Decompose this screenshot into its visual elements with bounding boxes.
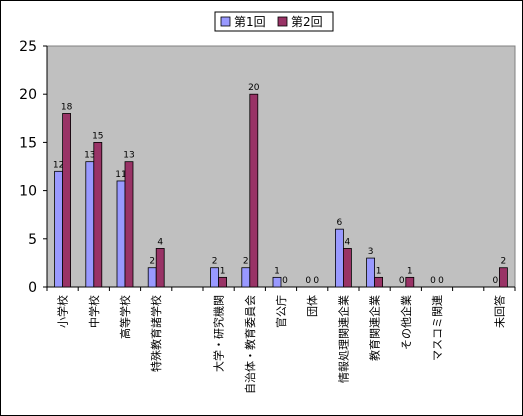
series-2-data-label: 1: [407, 266, 413, 276]
series-2-bar: [155, 248, 165, 288]
series-1-data-label: 13: [84, 151, 95, 161]
series-1-data-label: 0: [399, 276, 405, 286]
series-1-data-label: 3: [368, 247, 374, 257]
series-1-data-label: 1: [274, 266, 280, 276]
series-2-bar: [218, 276, 228, 288]
category-label: 大学・研究機関: [212, 295, 226, 372]
series-1-bar: [334, 228, 344, 288]
legend-swatch-series-1: [220, 16, 231, 27]
series-2-data-label: 15: [92, 131, 103, 141]
category-label: マスコミ関連: [430, 295, 444, 361]
category-label: 団体: [305, 295, 319, 317]
series-2-bar: [62, 113, 71, 288]
legend-box: [214, 11, 334, 32]
series-1-bar: [241, 267, 251, 288]
category-label: 中学校: [87, 295, 101, 328]
series-1-data-label: 2: [149, 257, 155, 267]
series-2-bar: [374, 276, 384, 288]
y-tick-label: 5: [28, 232, 37, 248]
series-1-data-label: 2: [243, 257, 249, 267]
series-2-data-label: 0: [438, 276, 444, 286]
series-2-data-label: 4: [345, 237, 351, 247]
series-2-data-label: 20: [248, 83, 260, 93]
y-tick-label: 0: [28, 280, 37, 296]
category-label: 特殊教育諸学校: [149, 295, 163, 372]
series-2-data-label: 18: [61, 102, 73, 112]
series-1-bar: [366, 257, 376, 288]
series-2-data-label: 1: [376, 266, 382, 276]
series-1-bar: [147, 267, 157, 288]
series-1-data-label: 12: [53, 160, 64, 170]
series-1-data-label: 2: [212, 257, 218, 267]
series-2-bar: [93, 141, 103, 288]
series-1-data-label: 6: [337, 218, 343, 228]
legend-label-series-1: 第1回: [234, 15, 266, 29]
category-label: 高等学校: [118, 295, 132, 339]
series-1-data-label: 0: [305, 276, 311, 286]
series-2-data-label: 4: [157, 237, 163, 247]
series-1-data-label: 0: [430, 276, 436, 286]
y-tick-label: 10: [19, 184, 37, 200]
series-1-data-label: 0: [493, 276, 499, 286]
category-label: 自治体・教育委員会: [243, 295, 257, 394]
series-1-bar: [210, 267, 220, 288]
series-1-bar: [272, 276, 282, 288]
series-1-bar: [116, 180, 126, 288]
category-label: 未回答: [492, 295, 506, 328]
y-tick-label: 25: [19, 39, 37, 55]
series-1-bar: [85, 161, 95, 288]
legend-label-series-2: 第2回: [291, 15, 323, 29]
category-label: 情報処理関連企業: [336, 295, 350, 383]
series-2-bar: [124, 161, 134, 288]
y-tick-label: 20: [19, 87, 37, 103]
series-2-bar: [405, 276, 415, 288]
series-2-data-label: 2: [501, 257, 507, 267]
series-2-bar: [498, 267, 508, 288]
series-1-data-label: 11: [115, 170, 126, 180]
series-1-bar: [54, 170, 63, 288]
category-label: その他企業: [399, 295, 413, 350]
series-2-data-label: 0: [282, 276, 288, 286]
category-label: 小学校: [56, 295, 70, 328]
series-2-bar: [342, 248, 352, 288]
y-tick-label: 15: [19, 135, 37, 151]
series-2-data-label: 0: [313, 276, 319, 286]
series-2-data-label: 1: [220, 266, 226, 276]
category-label: 教育関連企業: [368, 295, 382, 361]
series-2-bar: [249, 93, 259, 288]
series-2-data-label: 13: [123, 151, 134, 161]
category-label: 官公庁: [274, 295, 288, 328]
legend-swatch-series-2: [277, 16, 288, 27]
